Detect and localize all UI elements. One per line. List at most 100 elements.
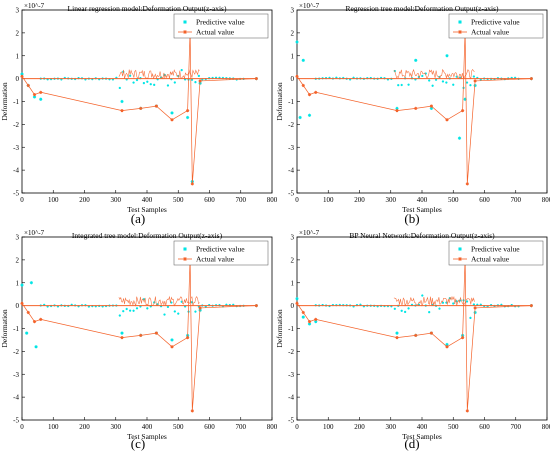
chart-a-predictive-point: [214, 76, 218, 79]
chart-a-predictive-point: [170, 78, 173, 81]
chart-b-predictive-point: [514, 76, 517, 79]
chart-d-predictive-point: [338, 303, 341, 307]
chart-c-xtick-label: 300: [111, 423, 122, 431]
chart-c-predictive-point: [142, 298, 145, 301]
chart-d-predictive-point: [331, 303, 335, 307]
chart-c-predictive-point: [232, 303, 235, 306]
chart-a-predictive-point: [218, 76, 221, 79]
chart-c-predictive-point: [177, 312, 180, 315]
chart-d-predictive-point: [352, 305, 355, 308]
chart-d-xtick-label: 600: [479, 423, 490, 431]
chart-b-predictive-point: [445, 54, 449, 58]
panel-label-a: (a): [130, 211, 146, 226]
chart-d-predictive-point: [395, 331, 399, 335]
chart-b-y-exponent: ×10^-7: [299, 2, 320, 10]
chart-d-predictive-point: [359, 303, 362, 306]
chart-c-actual-point: [39, 317, 43, 321]
chart-a-predictive-point: [46, 78, 49, 81]
chart-a-actual-point: [254, 77, 258, 81]
chart-c-predictive-point: [129, 309, 132, 312]
chart-c-x-label: Test Samples: [127, 432, 167, 441]
chart-a-predictive-point: [201, 78, 204, 81]
chart-b-ytick-label: 0: [291, 75, 295, 83]
chart-a-legend-label: Actual value: [196, 28, 235, 37]
chart-b-xtick-label: 200: [354, 196, 365, 204]
chart-b-ytick-label: 3: [291, 7, 295, 15]
chart-b-plot-area: [296, 9, 548, 194]
chart-a-ytick-label: -1: [13, 98, 19, 106]
chart-b-predictive-point: [335, 76, 338, 79]
chart-d-predictive-point: [455, 300, 458, 303]
chart-d-predictive-point: [473, 310, 477, 315]
chart-a-predictive-point: [132, 81, 135, 84]
chart-d-predictive-point: [500, 303, 503, 306]
chart-c-xtick-label: 400: [142, 423, 153, 431]
chart-a-predictive-point: [98, 78, 101, 81]
chart-a-predictive-point: [153, 83, 156, 86]
chart-b-predictive-point: [476, 76, 479, 80]
chart-a-ytick-label: -5: [13, 190, 19, 198]
chart-c-actual-point: [186, 336, 190, 340]
chart-d-ytick-label: 1: [291, 279, 295, 287]
chart-a-xtick-label: 600: [204, 196, 215, 204]
chart-a-predictive-point: [225, 77, 228, 80]
chart-c-predictive-point: [170, 338, 174, 342]
chart-a-xtick-label: 100: [48, 196, 59, 204]
chart-a-predictive-point: [194, 81, 197, 84]
chart-b-predictive-point: [298, 115, 302, 120]
chart-b-predictive-point: [441, 80, 445, 83]
chart-b-actual-point: [429, 104, 433, 108]
chart-b-predictive-point: [434, 78, 438, 81]
chart-a-actual-point: [198, 79, 202, 83]
chart-b-xtick-label: 0: [295, 196, 299, 204]
chart-b-actual-point: [461, 109, 465, 113]
chart-b-predictive-point: [328, 76, 331, 79]
chart-c-ytick-label: 3: [16, 234, 20, 242]
chart-c-predictive-point: [135, 307, 139, 310]
chart-d-predictive-point: [431, 303, 434, 306]
chart-a-actual-point: [170, 118, 174, 122]
chart-b-xtick-label: 400: [417, 196, 428, 204]
chart-b-xtick-label: 600: [479, 196, 490, 204]
chart-d-predictive-point: [510, 303, 513, 307]
chart-b-predictive-point: [424, 72, 427, 75]
chart-d-predictive-point: [445, 342, 449, 347]
chart-d-predictive-point: [441, 301, 445, 304]
chart-c-legend-label: Actual value: [196, 255, 235, 264]
chart-d-predictive-point: [342, 304, 345, 307]
chart-c-actual-point: [139, 333, 143, 337]
chart-b-predictive-point: [510, 76, 513, 80]
chart-d-predictive-point: [393, 307, 396, 310]
chart-d-predictive-point: [417, 303, 420, 306]
chart-d-predictive-point: [476, 303, 479, 306]
chart-a-predictive-point: [20, 72, 24, 76]
chart-d-predictive-point: [314, 320, 318, 324]
chart-b-predictive-point: [407, 83, 410, 86]
chart-c-predictive-point: [46, 305, 49, 308]
chart-c-ytick-label: -3: [13, 371, 19, 379]
chart-c-predictive-point: [197, 305, 200, 308]
chart-b-actual-point: [301, 83, 305, 88]
chart-a-actual-point: [20, 74, 24, 78]
chart-d-xtick-label: 500: [448, 423, 459, 431]
chart-d-xtick-label: 700: [511, 423, 522, 431]
chart-d-legend-label: Actual value: [471, 255, 510, 264]
chart-a-predictive-point: [135, 78, 139, 82]
chart-b-actual-point: [314, 90, 318, 94]
chart-b-y-label: Deformation: [275, 82, 284, 121]
chart-d-ytick-label: 3: [291, 234, 295, 242]
chart-a-predictive-point: [49, 77, 53, 81]
chart-a-ytick-label: -3: [13, 144, 19, 152]
chart-d-actual-point: [429, 331, 433, 335]
chart-c-predictive-point: [29, 281, 33, 285]
chart-d-actual-point: [307, 320, 312, 324]
chart-c-legend-label: Predictive value: [196, 245, 245, 254]
chart-c-predictive-point: [218, 304, 221, 307]
chart-c-actual-point: [198, 306, 202, 310]
chart-d-xtick-label: 200: [354, 423, 365, 431]
chart-d-predictive-point: [489, 304, 493, 307]
chart-b-predictive-point: [349, 78, 352, 81]
chart-c-xtick-label: 600: [204, 423, 215, 431]
chart-d-actual-point: [414, 333, 418, 337]
